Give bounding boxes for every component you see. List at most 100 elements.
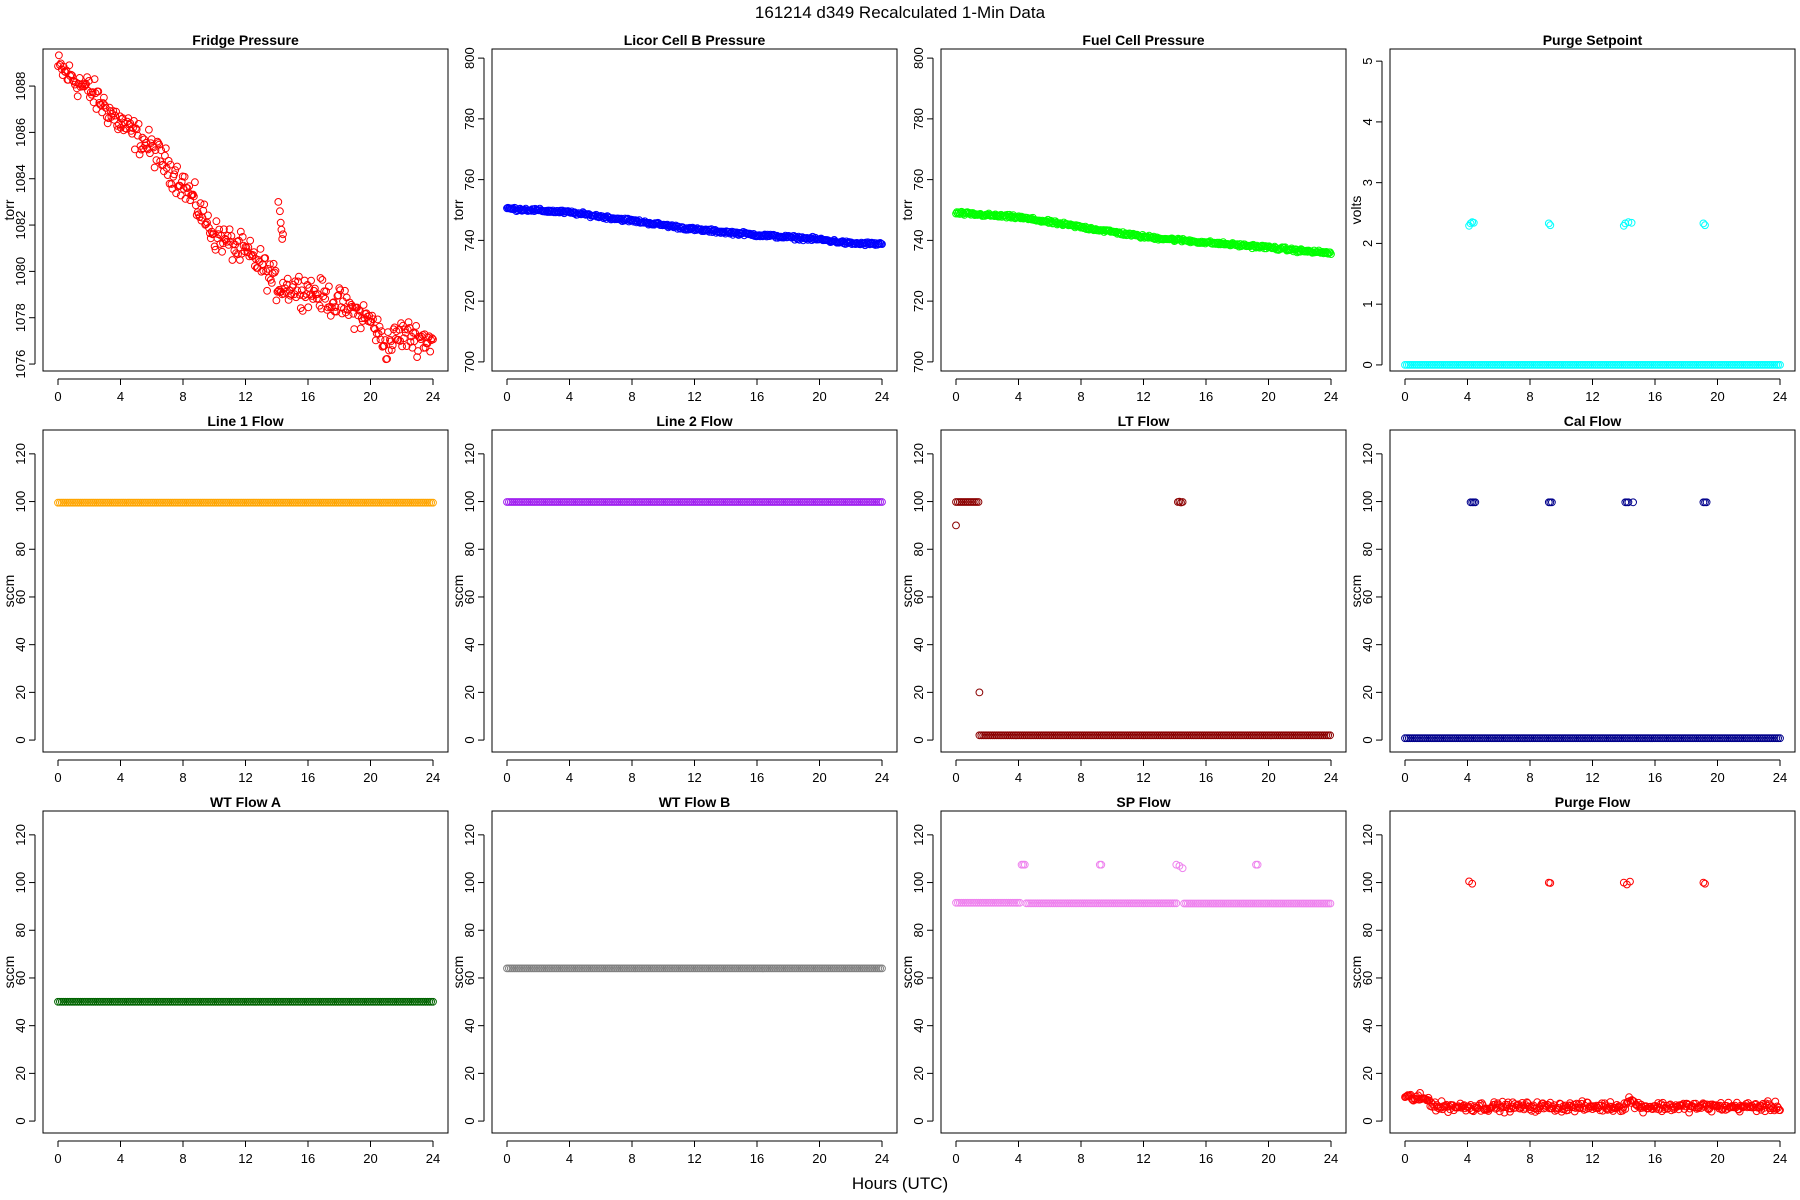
y-tick-label: 120 <box>1360 443 1375 465</box>
figure-xlabel: Hours (UTC) <box>852 1174 948 1193</box>
data-point <box>245 252 254 261</box>
plot-frame <box>1389 810 1796 1134</box>
data-point <box>266 260 274 269</box>
x-tick-label: 0 <box>1401 1151 1408 1166</box>
x-axis: 0 4 8 12 16 20 24 <box>1401 759 1787 785</box>
x-tick-label: 12 <box>1136 1151 1150 1166</box>
plot-frame <box>1389 48 1796 372</box>
data-series <box>503 203 886 250</box>
data-point <box>92 105 101 113</box>
y-tick-label: 700 <box>911 351 926 373</box>
y-axis: 700 720 740 760 780 800 <box>911 47 934 373</box>
data-point <box>264 265 272 273</box>
y-tick-label: 80 <box>462 542 477 556</box>
x-tick-label: 8 <box>1526 389 1533 404</box>
x-tick-label: 20 <box>812 1151 826 1166</box>
y-tick-label: 60 <box>13 971 28 985</box>
data-point <box>1726 1103 1735 1112</box>
data-point <box>220 225 228 234</box>
data-point <box>227 232 236 240</box>
x-tick-label: 16 <box>1648 770 1662 785</box>
y-tick-label: 100 <box>462 491 477 513</box>
data-point <box>1514 1100 1523 1109</box>
panel: Line 2 Flow sccm 0 4 8 12 16 20 24 0 20 40 60 80 100 12… <box>450 413 898 785</box>
y-tick-label: 120 <box>13 824 28 846</box>
data-point <box>103 119 112 128</box>
x-tick-label: 24 <box>1773 770 1787 785</box>
y-axis: 0 1 2 3 4 5 <box>1360 58 1383 369</box>
x-tick-label: 4 <box>566 1151 573 1166</box>
data-point <box>355 306 363 314</box>
x-tick-label: 20 <box>1710 770 1724 785</box>
data-point <box>164 156 173 165</box>
data-point <box>1326 731 1334 740</box>
data-point <box>1776 361 1784 369</box>
data-point <box>157 146 166 155</box>
data-point <box>429 498 437 507</box>
y-tick-label: 40 <box>911 637 926 651</box>
y-axis: 700 720 740 760 780 800 <box>462 47 485 373</box>
x-tick-label: 16 <box>1648 1151 1662 1166</box>
data-point <box>316 274 325 282</box>
x-tick-label: 24 <box>426 770 440 785</box>
data-point <box>318 276 327 284</box>
data-point <box>1629 498 1637 507</box>
x-tick-label: 8 <box>1526 770 1533 785</box>
y-tick-label: 0 <box>462 1117 477 1124</box>
y-axis: 0 20 40 60 80 100 120 <box>1360 443 1383 744</box>
y-tick-label: 1078 <box>13 303 28 332</box>
data-point <box>1544 219 1553 228</box>
data-point <box>134 120 143 128</box>
x-axis: 0 4 8 12 16 20 24 <box>503 759 889 785</box>
data-point <box>180 172 189 181</box>
data-series <box>1401 218 1784 369</box>
data-point <box>279 278 287 287</box>
data-point <box>111 111 120 120</box>
panel: WT Flow A sccm 0 4 8 12 16 20 24 0 20 40 60 80 100 120 <box>1 794 449 1166</box>
y-axis-label: sccm <box>450 575 466 608</box>
data-point <box>1699 219 1708 228</box>
plot-frame <box>42 810 449 1134</box>
y-tick-label: 40 <box>13 637 28 651</box>
x-tick-label: 16 <box>750 389 764 404</box>
plot-frame <box>491 429 898 753</box>
y-tick-label: 740 <box>911 230 926 252</box>
data-point <box>171 166 180 175</box>
data-point <box>304 303 313 312</box>
x-tick-label: 4 <box>1015 1151 1022 1166</box>
data-point <box>398 342 407 351</box>
data-point <box>328 299 337 307</box>
data-point <box>329 298 338 307</box>
data-point <box>274 198 283 206</box>
y-tick-label: 80 <box>1360 542 1375 556</box>
data-point <box>1466 219 1475 228</box>
y-axis: 0 20 40 60 80 100 120 <box>1360 824 1383 1125</box>
panel-title: Line 2 Flow <box>656 413 732 429</box>
data-point <box>1627 218 1636 227</box>
x-tick-label: 24 <box>426 1151 440 1166</box>
y-tick-label: 100 <box>13 872 28 894</box>
y-tick-label: 760 <box>462 169 477 191</box>
x-tick-label: 16 <box>750 770 764 785</box>
data-point <box>271 266 280 275</box>
data-point <box>73 92 82 101</box>
y-tick-label: 80 <box>1360 923 1375 937</box>
y-tick-label: 760 <box>911 169 926 191</box>
data-point <box>1500 1108 1509 1117</box>
x-axis: 0 4 8 12 16 20 24 <box>503 378 889 404</box>
figure-title: 161214 d349 Recalculated 1-Min Data <box>755 3 1046 22</box>
x-axis: 0 4 8 12 16 20 24 <box>54 378 440 404</box>
y-tick-label: 40 <box>13 1018 28 1032</box>
panel-title: Purge Setpoint <box>1543 32 1643 48</box>
x-tick-label: 0 <box>952 389 959 404</box>
data-point <box>397 319 406 328</box>
data-point <box>270 268 279 277</box>
x-tick-label: 4 <box>566 770 573 785</box>
y-tick-label: 740 <box>462 230 477 252</box>
y-tick-label: 120 <box>911 443 926 465</box>
y-tick-label: 0 <box>911 736 926 743</box>
x-tick-label: 12 <box>238 1151 252 1166</box>
data-point <box>428 334 437 343</box>
data-point <box>327 303 336 312</box>
y-tick-label: 20 <box>462 685 477 699</box>
